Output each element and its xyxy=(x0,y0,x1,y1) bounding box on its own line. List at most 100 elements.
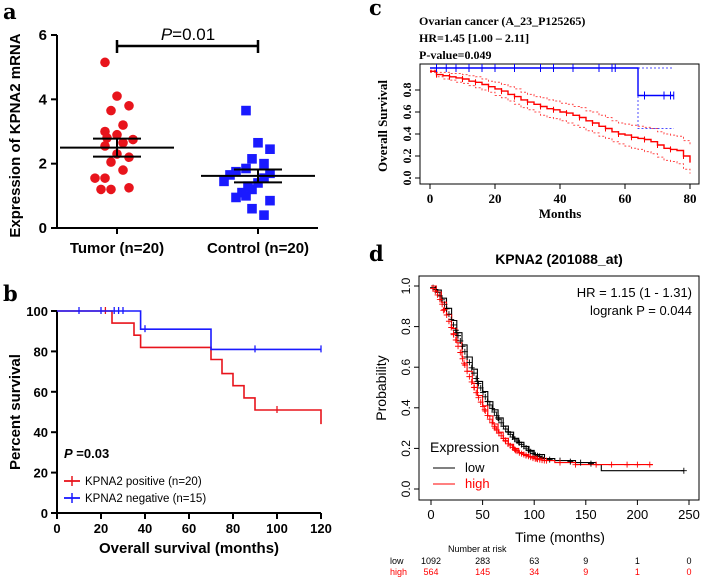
data-point xyxy=(124,100,134,111)
y-tick-label: 0.4 xyxy=(400,127,414,142)
survival-curve-high xyxy=(430,70,691,163)
panel-d-survival: KPNA2 (201088_at)0.00.20.40.60.81.00 50 10… xyxy=(373,251,700,577)
censor-mark xyxy=(434,291,441,298)
data-point xyxy=(106,157,116,167)
panel-label-a: a xyxy=(3,0,17,24)
censor-mark xyxy=(471,384,478,391)
censor-mark xyxy=(432,288,439,295)
censor-mark xyxy=(533,455,540,462)
censor-mark xyxy=(634,461,641,468)
data-point xyxy=(265,144,275,154)
censor-mark xyxy=(464,354,471,361)
y-tick-label: 40 xyxy=(34,425,48,440)
risk-table-row-label: high xyxy=(390,567,407,577)
ci-lower-low xyxy=(430,67,674,129)
censor-mark xyxy=(512,447,519,454)
risk-table-cell: 564 xyxy=(423,567,438,577)
risk-table-header: Number at risk xyxy=(448,544,507,554)
censor-mark xyxy=(522,452,529,459)
censor-mark xyxy=(482,408,489,415)
censor-mark xyxy=(448,324,455,331)
censor-mark xyxy=(486,401,493,408)
legend-label: KPNA2 positive (n=20) xyxy=(85,476,202,488)
y-tick-label: 0 xyxy=(41,506,48,521)
x-tick-label: 150 xyxy=(575,507,597,522)
p-value-annotation: P =0.03 xyxy=(64,446,109,461)
x-tick-label: 250 xyxy=(678,507,700,522)
censor-mark xyxy=(480,403,487,410)
p-value-text: =0.03 xyxy=(73,446,110,461)
y-tick-label: 0.6 xyxy=(400,105,414,120)
censor-mark xyxy=(505,429,512,436)
censor-mark xyxy=(491,409,498,416)
title-line: P-value=0.049 xyxy=(419,48,492,62)
legend-label: low xyxy=(465,460,485,475)
censor-mark xyxy=(455,343,462,350)
y-axis-label: Percent survival xyxy=(7,354,24,470)
y-tick-label: 0.2 xyxy=(400,149,414,164)
y-axis-label: Expression of KPNA2 mRNA xyxy=(7,33,24,237)
censor-mark xyxy=(577,459,584,466)
x-tick-label: 40 xyxy=(138,521,152,536)
censor-mark xyxy=(443,311,450,318)
censor-mark xyxy=(436,296,443,303)
y-tick-label: 4 xyxy=(39,91,48,108)
legend-title: Expression xyxy=(430,439,499,455)
stats-line: HR = 1.15 (1 - 1.31) xyxy=(577,285,692,300)
risk-table-cell: 283 xyxy=(475,556,490,566)
censor-mark xyxy=(464,368,471,375)
y-tick-label: 20 xyxy=(34,466,48,481)
legend-label: high xyxy=(465,476,490,491)
censor-mark xyxy=(473,389,480,396)
data-point xyxy=(247,184,257,195)
censor-mark xyxy=(593,461,600,468)
y-axis-label: Probability xyxy=(373,355,389,420)
risk-table-cell: 34 xyxy=(529,567,539,577)
y-tick-label: 60 xyxy=(34,385,48,400)
panel-a-scatter: 0 2 4 6 Expression of KPNA2 mRNA Tumor (n=20)… xyxy=(7,25,318,257)
x-tick-label: Control (n=20) xyxy=(207,240,309,257)
censor-mark xyxy=(468,378,475,385)
y-tick-label: 100 xyxy=(26,304,48,319)
risk-table-cell: 9 xyxy=(583,567,588,577)
censor-mark xyxy=(461,360,468,367)
data-point xyxy=(100,57,110,68)
censor-mark xyxy=(526,447,533,454)
censor-mark xyxy=(484,412,491,419)
censor-mark xyxy=(608,461,615,468)
censor-mark xyxy=(484,398,491,405)
risk-table-cell: 1092 xyxy=(421,556,441,566)
censor-mark xyxy=(486,416,493,423)
y-tick-label: 0.6 xyxy=(399,359,413,376)
panel-b-survival: 0 20 40 60 80 100 0 20 40 60 80 100 120 Overall survi… xyxy=(7,304,332,557)
stats-line: logrank P = 0.044 xyxy=(590,303,692,318)
p-value-symbol: P xyxy=(161,25,173,44)
censor-mark xyxy=(439,301,446,308)
panel-label-b: b xyxy=(3,281,18,306)
title-line: HR=1.45 [1.00 – 2.11] xyxy=(419,31,529,45)
x-tick-label: 200 xyxy=(627,507,649,522)
data-point xyxy=(253,137,263,148)
censor-mark xyxy=(445,318,452,325)
censor-mark xyxy=(572,461,579,468)
censor-mark xyxy=(475,394,482,401)
censor-mark xyxy=(466,359,473,366)
censor-mark xyxy=(455,332,462,339)
censor-mark xyxy=(473,375,480,382)
data-point xyxy=(118,137,128,148)
censor-mark xyxy=(489,419,496,426)
censor-mark xyxy=(470,370,477,377)
x-tick-label: 0 xyxy=(427,191,434,206)
x-axis-label: Overall survival (months) xyxy=(99,540,279,557)
legend-label: KPNA2 negative (n=15) xyxy=(85,493,206,505)
panel-label-c: c xyxy=(369,0,382,20)
data-point xyxy=(118,165,128,175)
x-tick-label: 0 xyxy=(53,521,60,536)
data-point xyxy=(265,195,275,206)
data-point xyxy=(124,182,134,193)
survival-curve-positive xyxy=(57,310,322,425)
y-tick-label: 0.4 xyxy=(399,399,413,416)
p-value-symbol: P xyxy=(64,446,73,461)
data-point xyxy=(112,129,122,140)
